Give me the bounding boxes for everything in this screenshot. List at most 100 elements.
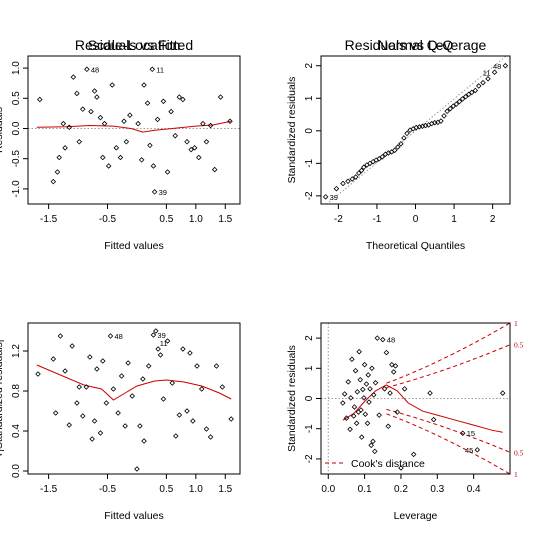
y-tick-label: 2 xyxy=(304,335,315,341)
data-point xyxy=(362,411,369,417)
data-point xyxy=(351,404,358,410)
data-point xyxy=(444,108,450,115)
data-point xyxy=(164,338,171,344)
data-point xyxy=(213,363,220,369)
data-point xyxy=(180,346,186,352)
data-point xyxy=(475,83,482,89)
data-point xyxy=(370,438,376,445)
cooks-distance-contour xyxy=(386,323,510,384)
data-point xyxy=(349,356,355,363)
data-point xyxy=(340,180,346,187)
data-point xyxy=(361,361,368,368)
data-point xyxy=(383,349,390,356)
data-point xyxy=(345,379,352,385)
data-point xyxy=(169,380,176,386)
data-point xyxy=(94,366,100,372)
data-point xyxy=(360,386,366,393)
data-point xyxy=(160,98,167,105)
data-point xyxy=(348,395,354,401)
data-point xyxy=(367,160,373,167)
data-point xyxy=(87,354,93,360)
data-point xyxy=(176,94,183,100)
point-id-label: 11 xyxy=(483,68,491,77)
data-point xyxy=(366,399,372,405)
cooks-distance-contour xyxy=(386,344,510,389)
data-point xyxy=(83,384,90,390)
chart-title: Residuals vs Leverage xyxy=(345,37,487,53)
residuals-vs-leverage-plot-area xyxy=(321,323,510,474)
data-point xyxy=(380,336,386,343)
data-point xyxy=(376,156,383,162)
data-point xyxy=(138,157,145,163)
data-point xyxy=(115,410,121,416)
data-point xyxy=(196,154,202,161)
data-point xyxy=(353,420,360,427)
point-id-label: 11 xyxy=(156,65,164,74)
data-point xyxy=(341,391,348,397)
data-point xyxy=(219,384,226,390)
data-point xyxy=(194,363,200,369)
data-point xyxy=(121,118,127,125)
y-tick-label: -2 xyxy=(304,454,315,463)
data-point xyxy=(480,79,486,86)
y-axis-label: √|Standardized residuals| xyxy=(0,339,5,457)
data-point xyxy=(56,154,62,161)
data-point xyxy=(117,154,124,161)
data-point xyxy=(207,434,214,440)
x-tick-label: 1.0 xyxy=(189,484,203,495)
y-axis-label: Standardized residuals xyxy=(286,345,298,452)
data-point xyxy=(356,170,362,176)
x-tick-label: 0 xyxy=(413,214,419,225)
data-point xyxy=(57,333,64,339)
y-tick-label: -1.0 xyxy=(11,180,22,198)
point-id-label: 15 xyxy=(467,429,475,438)
data-point xyxy=(456,98,463,105)
data-point xyxy=(35,371,41,377)
chart-title: Normal Q-Q xyxy=(378,37,454,53)
x-axis-label: Theoretical Quantiles xyxy=(366,240,465,252)
y-tick-label: 1 xyxy=(304,95,315,101)
y-tick-label: 0.5 xyxy=(11,91,22,105)
data-point xyxy=(370,392,377,398)
normal-qq-panel: Normal Q-Q Theoretical Quantiles Standardi… xyxy=(286,37,511,252)
data-point xyxy=(160,396,167,402)
data-point xyxy=(211,166,218,173)
data-point xyxy=(390,369,397,375)
data-point xyxy=(340,400,346,406)
data-point xyxy=(84,66,90,73)
qq-reference-line xyxy=(326,56,507,204)
data-point xyxy=(100,358,106,364)
data-point xyxy=(190,418,196,424)
data-point xyxy=(499,390,506,396)
data-point xyxy=(376,412,382,418)
data-point xyxy=(110,386,117,392)
data-point xyxy=(176,412,183,418)
residuals-vs-fitted-plot-area xyxy=(28,66,240,195)
x-tick-label: -2 xyxy=(334,214,343,225)
data-point xyxy=(150,332,157,338)
data-point xyxy=(91,88,98,94)
data-point xyxy=(125,360,131,366)
data-point xyxy=(198,386,205,392)
data-point xyxy=(172,132,178,139)
point-id-label: 48 xyxy=(114,332,122,341)
data-point xyxy=(62,368,68,374)
data-point xyxy=(155,346,161,352)
data-point xyxy=(361,164,367,171)
data-point xyxy=(173,433,179,439)
data-point xyxy=(150,163,157,169)
y-tick-label: 1.0 xyxy=(11,61,22,75)
data-point xyxy=(103,400,110,406)
loess-smoother-line xyxy=(36,364,232,401)
y-tick-label: -0.5 xyxy=(11,150,22,168)
plot-frame xyxy=(27,322,241,475)
data-point xyxy=(91,418,98,424)
data-point xyxy=(352,174,359,180)
point-id-label: 39 xyxy=(157,331,165,340)
x-tick-label: 0.5 xyxy=(159,214,173,225)
data-point xyxy=(147,142,153,149)
data-point xyxy=(389,361,395,368)
data-point xyxy=(50,178,57,185)
data-point xyxy=(37,96,43,103)
